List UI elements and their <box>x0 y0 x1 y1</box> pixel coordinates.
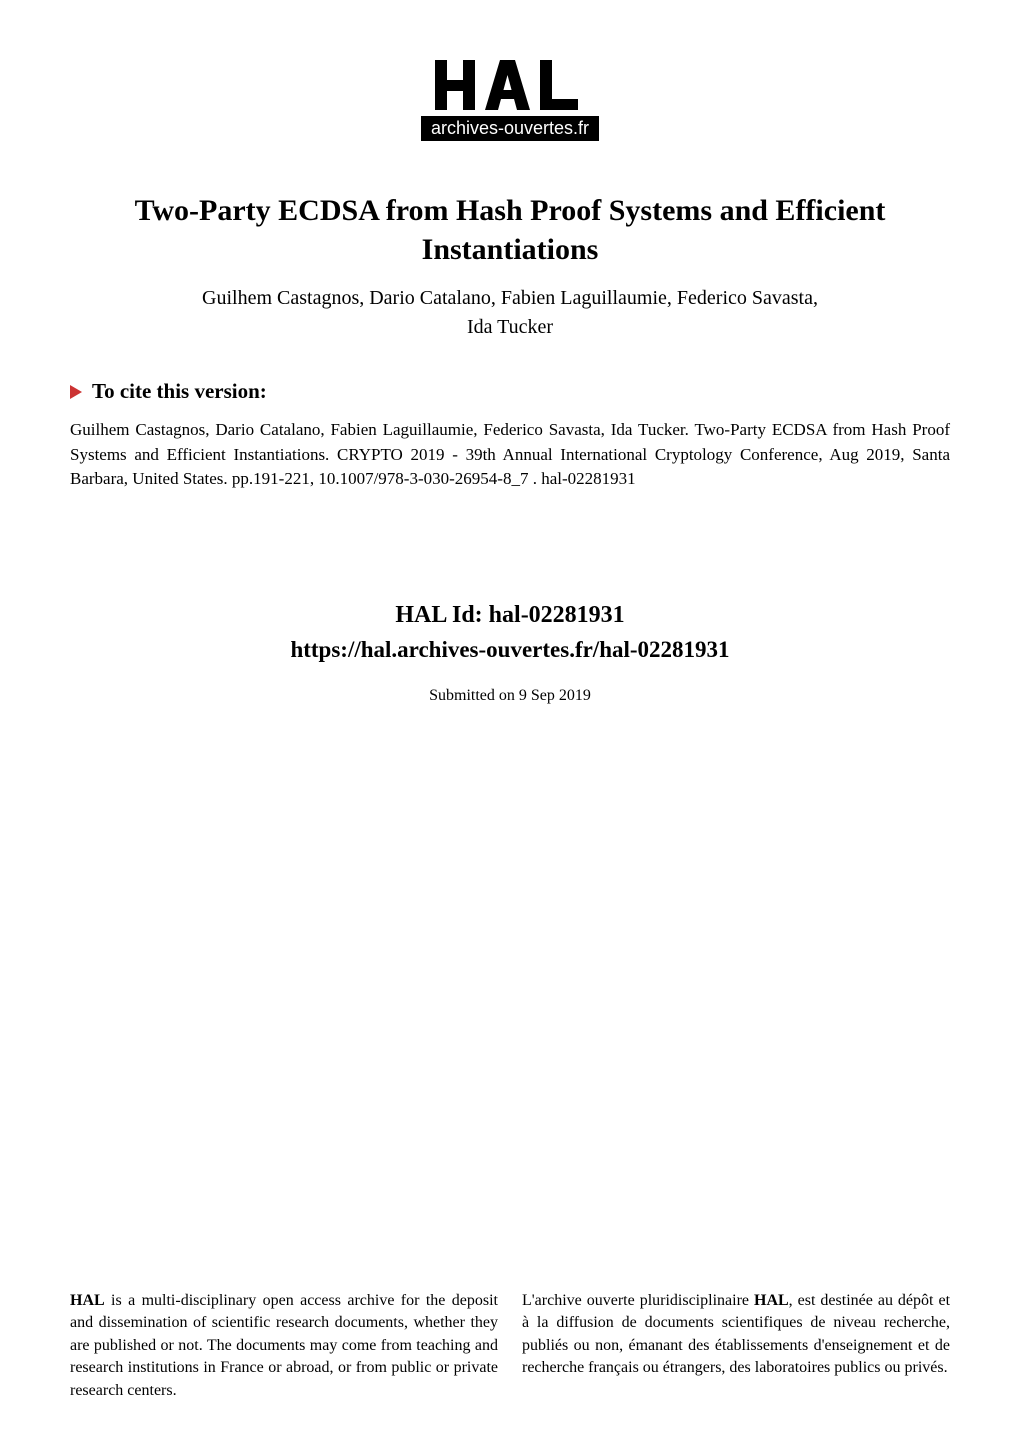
authors-line-1: Guilhem Castagnos, Dario Catalano, Fabie… <box>70 287 950 310</box>
triangle-icon <box>70 385 82 399</box>
cite-section: To cite this version: Guilhem Castagnos,… <box>70 379 950 492</box>
footer-columns: HAL is a multi-disciplinary open access … <box>70 1290 950 1402</box>
authors-line-2: Ida Tucker <box>70 316 950 339</box>
submitted-date: Submitted on 9 Sep 2019 <box>70 687 950 705</box>
footer-left-text: is a multi-disciplinary open access arch… <box>70 1292 498 1399</box>
paper-title: Two-Party ECDSA from Hash Proof Systems … <box>70 191 950 269</box>
footer-left-column: HAL is a multi-disciplinary open access … <box>70 1290 498 1402</box>
cite-header-text: To cite this version: <box>92 379 267 404</box>
footer-right-pre: L'archive ouverte pluridisciplinaire <box>522 1292 754 1309</box>
footer-right-column: L'archive ouverte pluridisciplinaire HAL… <box>522 1290 950 1402</box>
hal-logo-svg <box>425 50 595 120</box>
footer-right-bold: HAL <box>754 1292 789 1309</box>
hal-id-label: HAL Id: hal-02281931 <box>70 602 950 629</box>
hal-logo-subtitle: archives-ouvertes.fr <box>421 116 599 141</box>
cite-header: To cite this version: <box>70 379 950 404</box>
hal-logo: archives-ouvertes.fr <box>421 50 599 141</box>
hal-id-section: HAL Id: hal-02281931 https://hal.archive… <box>70 602 950 677</box>
hal-url: https://hal.archives-ouvertes.fr/hal-022… <box>70 637 950 663</box>
citation-text: Guilhem Castagnos, Dario Catalano, Fabie… <box>70 418 950 492</box>
hal-logo-section: archives-ouvertes.fr <box>70 50 950 141</box>
footer-left-bold: HAL <box>70 1292 105 1309</box>
